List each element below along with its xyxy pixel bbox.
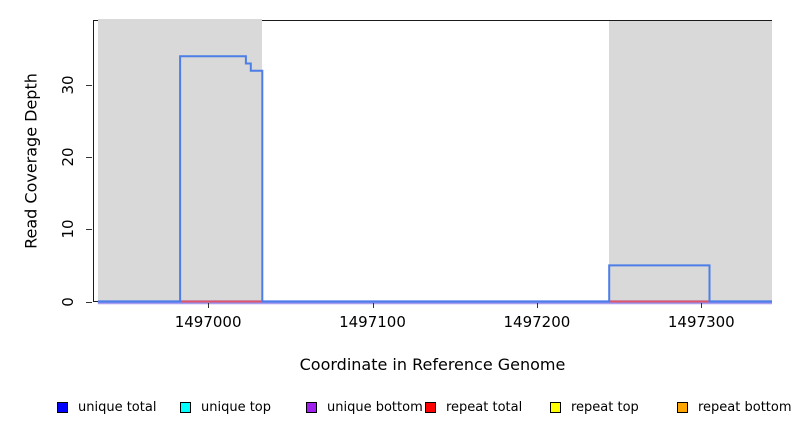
y-axis-tick	[86, 85, 92, 87]
legend-item: repeat bottom	[677, 398, 792, 416]
x-axis-tick-label: 1497200	[503, 313, 571, 331]
x-axis-tick-label: 1497000	[174, 313, 242, 331]
y-axis-tick-label: 20	[59, 147, 77, 167]
x-axis-title: Coordinate in Reference Genome	[299, 355, 566, 374]
x-axis-tick	[701, 303, 703, 308]
legend-label: unique total	[78, 399, 157, 415]
legend: unique total unique top unique bottom repea…	[0, 398, 792, 418]
legend-item: unique total	[57, 398, 156, 416]
y-axis-title-text: Read Coverage Depth	[21, 73, 41, 249]
x-axis-tick-label: 1497100	[339, 313, 406, 331]
unique-total-coverage-line	[97, 55, 772, 303]
legend-label: repeat bottom	[698, 399, 792, 415]
legend-item: repeat top	[550, 398, 639, 416]
legend-label: unique top	[201, 399, 272, 415]
coverage-lines-svg	[97, 55, 772, 305]
y-axis-tick-label: 10	[59, 219, 77, 239]
legend-swatch-icon	[550, 401, 561, 413]
x-axis-tick	[372, 303, 374, 308]
legend-item: repeat total	[425, 398, 522, 416]
y-axis-tick	[86, 229, 92, 231]
y-axis-tick	[86, 157, 92, 159]
legend-swatch-icon	[677, 401, 688, 413]
x-axis-tick-label: 1497300	[667, 313, 735, 331]
y-axis-tick	[86, 301, 92, 303]
x-axis-tick	[536, 303, 538, 308]
x-axis-tick	[208, 303, 210, 308]
legend-swatch-icon	[180, 401, 191, 413]
shaded-region	[609, 21, 772, 301]
legend-swatch-icon	[306, 401, 317, 413]
legend-swatch-icon	[57, 401, 68, 413]
legend-label: repeat total	[446, 399, 523, 415]
legend-item: unique top	[180, 398, 271, 416]
legend-item: unique bottom	[306, 398, 423, 416]
legend-label: unique bottom	[327, 399, 423, 415]
y-axis-tick-label: 0	[59, 296, 77, 307]
y-axis-tick-label: 30	[59, 75, 77, 95]
legend-swatch-icon	[425, 401, 436, 413]
legend-label: repeat top	[571, 399, 639, 415]
